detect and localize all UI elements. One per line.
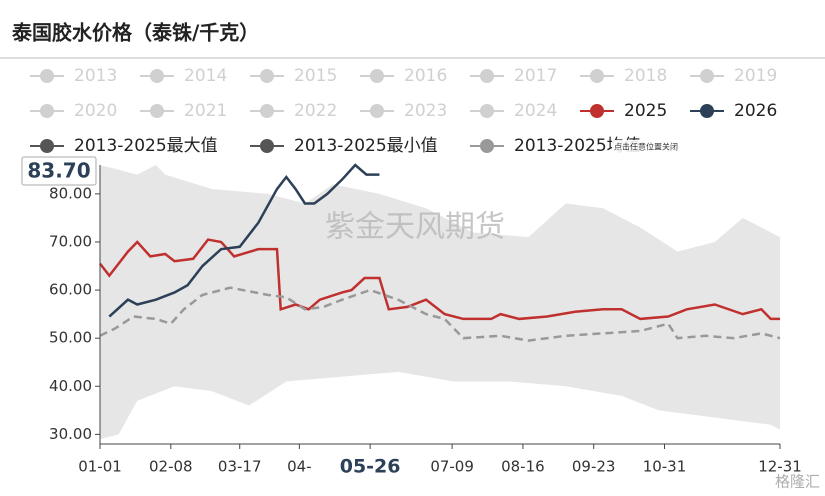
legend-item-inactive[interactable]: 2024: [514, 101, 557, 121]
legend-marker: [480, 139, 494, 153]
legend-marker: [260, 69, 274, 83]
legend-item[interactable]: 2013-2025最小值: [294, 136, 438, 156]
legend-item[interactable]: 2025: [624, 101, 667, 121]
y-tick-label: 30.00: [49, 425, 92, 443]
x-tick-label: 07-09: [430, 458, 474, 476]
value-tooltip-box: [21, 156, 97, 186]
x-tick-label: 01-01: [78, 458, 122, 476]
x-tick-label: 10-31: [643, 458, 687, 476]
legend-item[interactable]: 2026: [734, 101, 777, 121]
tooltip-hint-box: [612, 140, 690, 153]
legend-marker: [370, 104, 384, 118]
series-line: [99, 286, 781, 342]
x-tick-label: 02-08: [149, 458, 193, 476]
band-max-area: [100, 165, 780, 444]
y-tick-label: 40.00: [49, 377, 92, 395]
legend-marker: [260, 139, 274, 153]
legend-marker: [590, 69, 604, 83]
series-line: [99, 238, 780, 321]
series-line: [108, 163, 380, 318]
legend-marker: [260, 104, 274, 118]
chart-title: 泰国胶水价格（泰铢/千克）: [11, 21, 259, 45]
legend-marker: [40, 69, 54, 83]
legend-item-inactive[interactable]: 2016: [404, 66, 447, 86]
legend-item-inactive[interactable]: 2015: [294, 66, 337, 86]
legend-item-inactive[interactable]: 2017: [514, 66, 557, 86]
legend-marker: [370, 69, 384, 83]
legend-marker: [40, 104, 54, 118]
legend-item-inactive[interactable]: 2019: [734, 66, 777, 86]
legend-marker: [590, 104, 604, 118]
legend-item-inactive[interactable]: 2022: [294, 101, 337, 121]
tooltip-hint[interactable]: 点击任意位置关闭: [614, 142, 678, 152]
legend-item-inactive[interactable]: 2014: [184, 66, 227, 86]
band-min-area: [100, 371, 780, 444]
value-tooltip: 83.70: [27, 159, 90, 183]
legend-item-inactive[interactable]: 2021: [184, 101, 227, 121]
x-tick-label: 12-31: [758, 458, 802, 476]
legend-item-inactive[interactable]: 2020: [74, 101, 117, 121]
legend-item[interactable]: 2013-2025均值: [514, 136, 641, 156]
watermark: 紫金天风期货: [325, 210, 505, 245]
x-tick-label: 03-17: [218, 458, 262, 476]
corner-mark: 格隆汇: [775, 473, 820, 491]
legend-marker: [700, 69, 714, 83]
legend-item[interactable]: 2013-2025最大值: [74, 136, 218, 156]
legend-marker: [480, 69, 494, 83]
y-tick-label: 70.00: [49, 232, 92, 250]
y-tick-label: 50.00: [49, 329, 92, 347]
y-tick-label: 80.00: [49, 184, 92, 202]
y-tick-label: 60.00: [49, 281, 92, 299]
legend-marker: [150, 104, 164, 118]
legend-marker: [700, 104, 714, 118]
legend-item-inactive[interactable]: 2018: [624, 66, 667, 86]
x-tick-label: 04-: [287, 458, 312, 476]
legend-marker: [40, 139, 54, 153]
legend-marker: [480, 104, 494, 118]
x-tick-label: 09-23: [572, 458, 616, 476]
x-tick-label: 08-16: [501, 458, 545, 476]
legend-marker: [150, 69, 164, 83]
legend-item-inactive[interactable]: 2013: [74, 66, 117, 86]
x-tick-label: 05-26: [340, 456, 401, 478]
legend-item-inactive[interactable]: 2023: [404, 101, 447, 121]
